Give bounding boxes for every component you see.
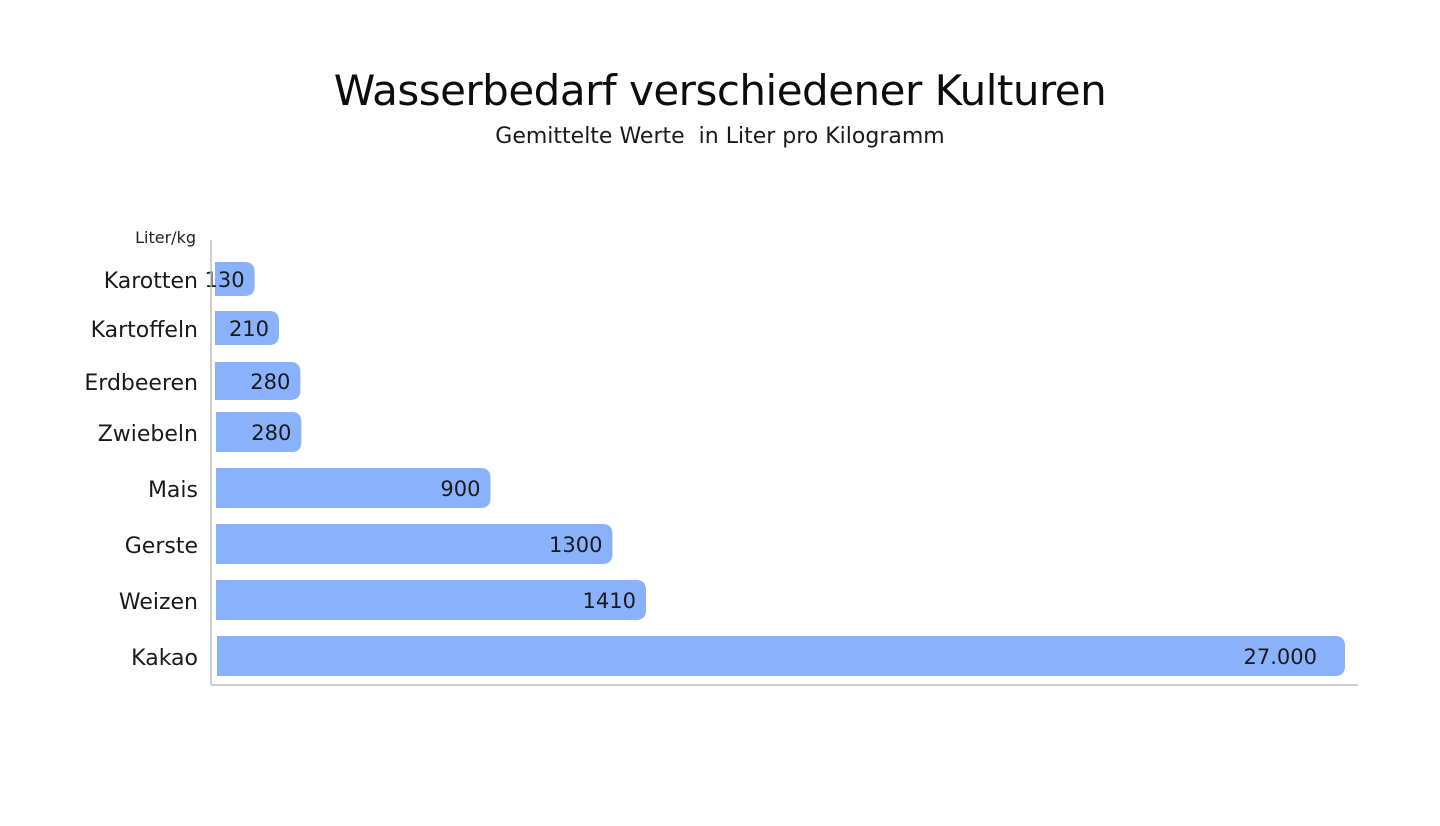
value-label: 900: [440, 477, 480, 501]
value-label: 280: [251, 421, 291, 445]
category-label: Kakao: [131, 646, 198, 671]
bar-kartoffeln: [215, 311, 280, 345]
value-label: 27.000: [1244, 645, 1317, 669]
category-label: Mais: [148, 478, 198, 503]
value-label: 1300: [549, 533, 602, 557]
category-label: Erdbeeren: [84, 371, 198, 396]
bar-mais: [216, 468, 491, 508]
bar-zwiebeln: [216, 412, 302, 452]
category-label: Weizen: [119, 590, 198, 615]
bar-weizen: [216, 580, 646, 620]
value-label: 210: [229, 317, 269, 341]
category-label: Karotten: [104, 269, 198, 294]
bar-gerste: [216, 524, 613, 564]
bar-kakao: [217, 636, 1345, 676]
chart-title: Wasserbedarf verschiedener Kulturen: [333, 66, 1107, 115]
bars-group: [215, 262, 1345, 676]
y-axis-label: Liter/kg: [135, 228, 196, 247]
category-label: Zwiebeln: [98, 422, 198, 447]
bar-karotten: [215, 262, 255, 296]
bar-erdbeeren: [215, 362, 301, 400]
chart-subtitle: Gemittelte Werte in Liter pro Kilogramm: [495, 124, 945, 149]
category-label: Kartoffeln: [91, 318, 198, 343]
value-label: 280: [250, 370, 290, 394]
category-labels: Karotten Kartoffeln Erdbeeren Zwiebeln Mais G…: [84, 269, 198, 671]
category-label: Gerste: [125, 534, 198, 559]
value-label: 1410: [583, 589, 636, 613]
